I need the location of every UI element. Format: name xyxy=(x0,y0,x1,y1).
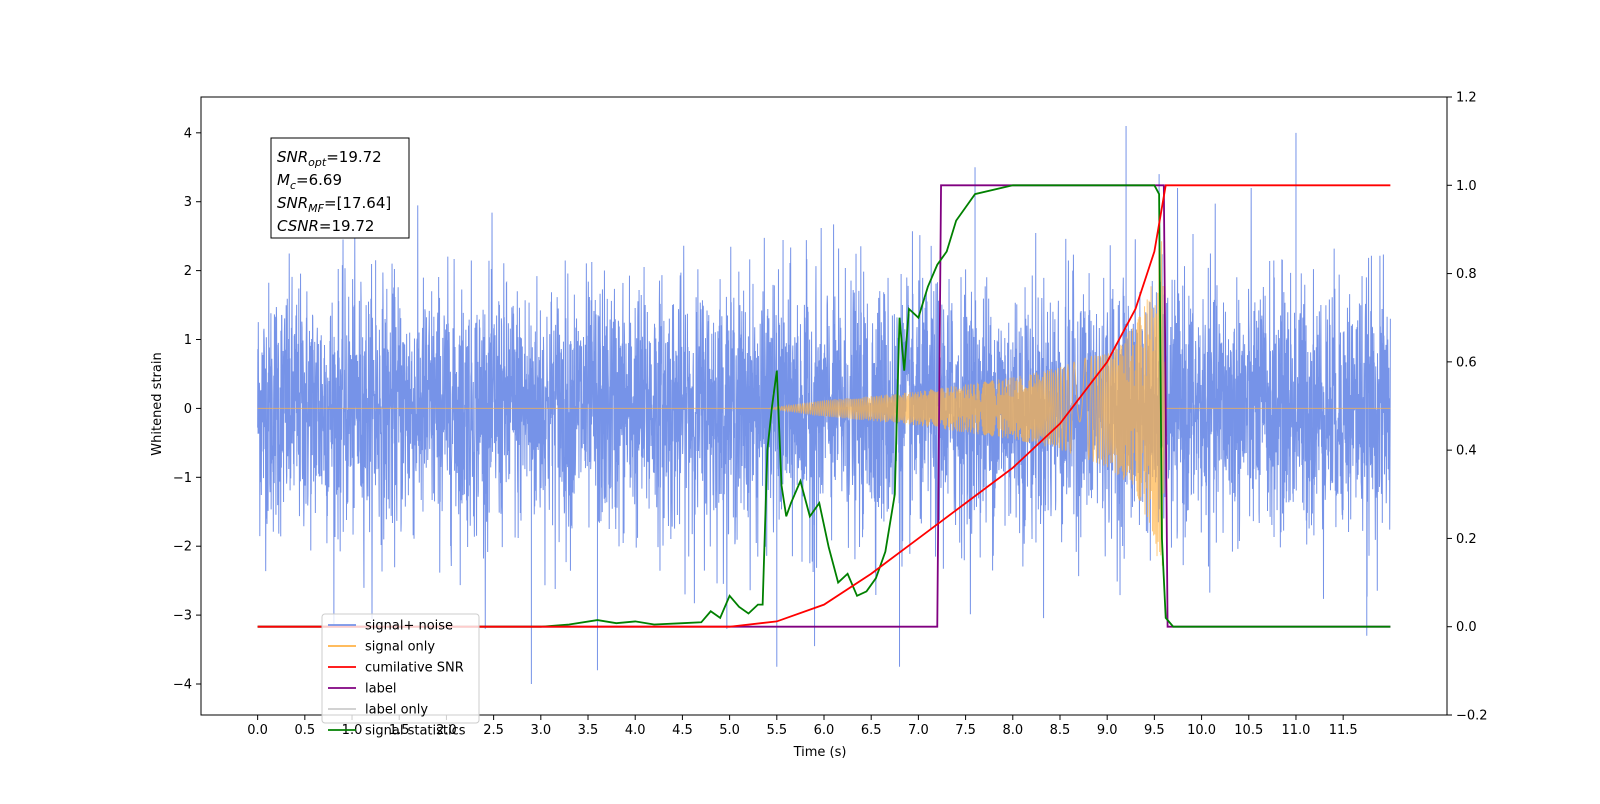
legend-label: signal statistics xyxy=(365,724,466,739)
series-signal-only xyxy=(257,241,1391,566)
legend-label: signal only xyxy=(365,640,435,655)
info-box-frame xyxy=(270,137,410,239)
y-tick-label: 3 xyxy=(184,195,192,210)
x-tick-label: 1.5 xyxy=(389,723,410,738)
info-line: CSNR=19.72 xyxy=(277,217,374,235)
info-line: SNRMF=[17.64] xyxy=(277,194,391,215)
y-tick-label: −2 xyxy=(173,540,192,555)
legend-label: signal+ noise xyxy=(365,619,453,634)
x-tick-label: 4.5 xyxy=(672,723,693,738)
y2-tick-label: −0.2 xyxy=(1456,709,1488,724)
y-tick-label: 4 xyxy=(184,126,192,141)
x-tick-label: 2.0 xyxy=(436,723,457,738)
y-tick-label: −1 xyxy=(173,471,192,486)
series-cumulative-snr xyxy=(257,184,1391,628)
x-tick-label: 11.5 xyxy=(1329,723,1358,738)
x-tick-label: 7.5 xyxy=(955,723,976,738)
x-tick-label: 8.5 xyxy=(1050,723,1071,738)
x-tick-label: 10.0 xyxy=(1187,723,1216,738)
x-tick-label: 5.5 xyxy=(766,723,787,738)
y-tick-label: 0 xyxy=(184,402,192,417)
legend-frame xyxy=(321,613,480,724)
legend: signal+ noise signal only cumilative SNR la… xyxy=(321,613,480,739)
y2-tick-label: 0.6 xyxy=(1456,355,1477,370)
y2-tick-label: 0.8 xyxy=(1456,267,1477,282)
x-tick-label: 2.5 xyxy=(483,723,504,738)
legend-label: label xyxy=(365,682,396,697)
y-axis-label: Whitened strain xyxy=(150,352,165,455)
x-tick-label: 9.0 xyxy=(1097,723,1118,738)
x-tick-label: 11.0 xyxy=(1281,723,1310,738)
y-tick-label: 1 xyxy=(184,333,192,348)
info-line: Mc=6.69 xyxy=(277,171,342,192)
y-tick-label: −3 xyxy=(173,609,192,624)
x-tick-label: 0.5 xyxy=(294,723,315,738)
x-tick-label: 10.5 xyxy=(1234,723,1263,738)
y2-tick-label: 1.0 xyxy=(1456,179,1477,194)
y-tick-label: −4 xyxy=(173,677,192,692)
x-tick-label: 6.5 xyxy=(861,723,882,738)
x-tick-label: 5.0 xyxy=(719,723,740,738)
y-tick-label: 2 xyxy=(184,264,192,279)
legend-label: label only xyxy=(365,703,428,718)
x-tick-label: 0.0 xyxy=(247,723,268,738)
x-tick-label: 9.5 xyxy=(1144,723,1165,738)
y2-tick-label: 0.0 xyxy=(1456,620,1477,635)
x-tick-label: 8.0 xyxy=(1002,723,1023,738)
y2-tick-label: 0.2 xyxy=(1456,532,1477,547)
axes-layer: 0.0 0.5 1.0 1.5 2.0 2.5 3.0 3.5 4.0 4.5 5.0 5.5 6.0 6… xyxy=(173,91,1488,739)
y2-tick-label: 0.4 xyxy=(1456,444,1477,459)
series-signal-statistics xyxy=(257,184,1391,628)
x-tick-label: 3.5 xyxy=(578,723,599,738)
x-tick-label: 4.0 xyxy=(625,723,646,738)
legend-label: cumilative SNR xyxy=(365,661,464,676)
y2-tick-label: 1.2 xyxy=(1456,91,1477,106)
info-line: SNRopt=19.72 xyxy=(277,148,382,169)
x-tick-label: 3.0 xyxy=(530,723,551,738)
x-axis-label: Time (s) xyxy=(793,745,847,760)
plot-layer xyxy=(257,125,1391,684)
x-tick-label: 6.0 xyxy=(814,723,835,738)
x-tick-label: 7.0 xyxy=(908,723,929,738)
